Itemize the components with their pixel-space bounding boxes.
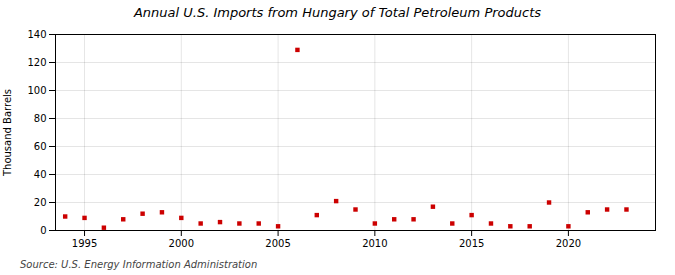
svg-text:1995: 1995 xyxy=(72,238,97,249)
html-text:Annual U.S. Imports from Hunga: Annual U.S. Imports from Hungary of Tota… xyxy=(133,5,542,20)
html-text:Source: U.S. Energy Informatio: Source: U.S. Energy Information Administ… xyxy=(20,259,258,270)
svg-text:2000: 2000 xyxy=(169,238,194,249)
svg-text:60: 60 xyxy=(34,141,47,152)
svg-text:2005: 2005 xyxy=(265,238,290,249)
svg-text:120: 120 xyxy=(27,57,46,68)
svg-text:2020: 2020 xyxy=(556,238,581,249)
svg-text:40: 40 xyxy=(34,169,47,180)
svg-text:2015: 2015 xyxy=(459,238,484,249)
svg-text:20: 20 xyxy=(34,197,47,208)
svg-text:2010: 2010 xyxy=(362,238,387,249)
svg-text:100: 100 xyxy=(27,85,46,96)
svg-text:80: 80 xyxy=(34,113,47,124)
svg-text:0: 0 xyxy=(40,225,46,236)
svg-text:140: 140 xyxy=(27,29,46,40)
svg-text:Thousand Barrels: Thousand Barrels xyxy=(2,89,13,177)
